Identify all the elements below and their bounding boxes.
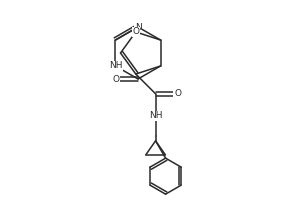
Text: O: O: [174, 89, 181, 98]
Text: O: O: [112, 74, 119, 84]
Text: O: O: [132, 27, 139, 36]
Text: N: N: [135, 22, 141, 31]
Text: NH: NH: [149, 111, 162, 120]
Text: NH: NH: [109, 62, 122, 71]
